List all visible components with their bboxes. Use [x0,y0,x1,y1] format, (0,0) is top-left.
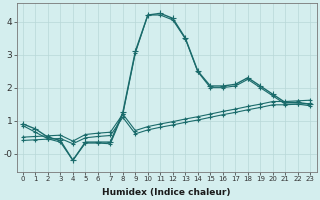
X-axis label: Humidex (Indice chaleur): Humidex (Indice chaleur) [102,188,231,197]
